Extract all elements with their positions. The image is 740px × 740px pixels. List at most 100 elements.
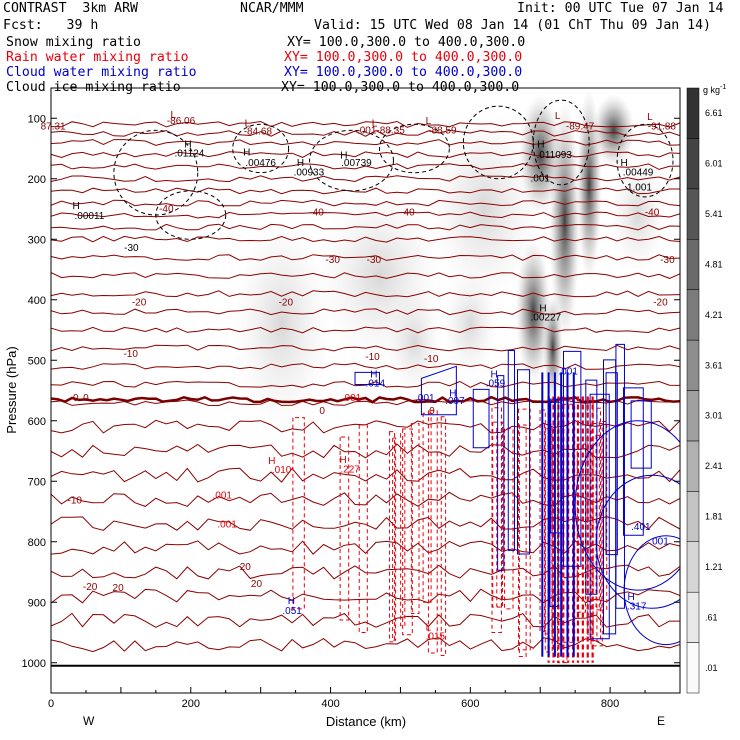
- isotherm-13: [51, 290, 680, 298]
- contour-label-72: .051: [282, 606, 302, 617]
- rain-contour-14: [440, 416, 447, 657]
- temperature-isotherms: [51, 120, 680, 653]
- field-cloudwater-xy: XY= 100.0,300.0 to 400.0,300.0: [284, 65, 523, 80]
- rain-contour-3: [339, 436, 350, 621]
- cloudwater-contour-12: [605, 372, 618, 556]
- x-axis-label: Distance (km): [326, 714, 406, 729]
- y-tick-label-200: 200: [28, 174, 46, 186]
- isotherm-9: [51, 223, 680, 231]
- isotherm-27: [51, 588, 680, 604]
- contour-label-51: 0: [83, 393, 89, 404]
- colorbar-level-6: [686, 339, 700, 391]
- ice-contour-3: [378, 123, 450, 174]
- contour-label-67: 20: [240, 562, 252, 573]
- contour-label-28: .00011: [75, 211, 105, 222]
- rain-contour-25: [518, 424, 527, 658]
- colorbar-level-1: [686, 591, 700, 643]
- contour-label-1: -86.06: [167, 116, 196, 127]
- rain-contour-0: [576, 443, 586, 613]
- contour-label-21: H: [537, 140, 544, 151]
- cloudwater-contour-1: [585, 379, 598, 595]
- y-tick-label-500: 500: [28, 355, 46, 367]
- isotherm-15: [51, 326, 680, 334]
- contour-label-2: 87.31: [41, 122, 66, 133]
- cloudwater-contour-10: [562, 350, 582, 567]
- contour-label-46: H: [370, 370, 377, 381]
- rain-contour-16: [389, 431, 396, 643]
- contour-label-25: .00449: [623, 167, 654, 178]
- contour-label-8: -88.59: [428, 126, 457, 137]
- rain-contour-20: [402, 428, 413, 636]
- cloudwater-contour-13: [630, 400, 652, 469]
- snow-shading: [232, 88, 667, 433]
- contour-label-54: H: [449, 388, 456, 399]
- contour-label-59: .010: [272, 465, 292, 476]
- ice-contour-4: [462, 105, 534, 180]
- contour-label-66: .001: [649, 537, 669, 548]
- contour-label-15: H: [243, 148, 250, 159]
- contour-label-42: -10: [123, 349, 138, 360]
- rain-contour-12: [598, 420, 608, 611]
- cloudwater-loop-2: [574, 420, 680, 591]
- colorbar-tick-10: 6.01: [705, 159, 723, 169]
- contour-label-36: -30: [660, 255, 675, 266]
- contour-label-65: .401: [631, 522, 651, 533]
- colorbar-tick-7: 4.21: [705, 310, 723, 320]
- isotherm-17: [51, 362, 680, 370]
- cloudwater-contour-4: [472, 388, 490, 449]
- colorbar-level-0: [686, 642, 700, 694]
- x-end-west: W: [83, 714, 95, 728]
- colorbar-tick-0: .01: [705, 663, 718, 673]
- contour-label-64: .001: [217, 520, 237, 531]
- contour-label-39: -20: [653, 298, 668, 309]
- contour-label-0: L: [171, 110, 177, 121]
- contour-label-62: .001: [212, 491, 232, 502]
- field-snow-xy: XY= 100.0,300.0 to 400.0,300.0: [287, 35, 526, 50]
- contour-label-4: -84.68: [244, 126, 273, 137]
- snow-shade-blob-4: [549, 100, 581, 343]
- colorbar-tick-4: 2.41: [705, 461, 723, 471]
- isotherm-5: [51, 175, 680, 183]
- y-tick-label-800: 800: [28, 537, 46, 549]
- contour-label-49: .059: [486, 379, 506, 390]
- contour-label-18: .00739: [341, 158, 372, 169]
- contour-label-75: L: [426, 622, 432, 633]
- contour-label-68: -20: [83, 582, 98, 593]
- ice-contour-1: [232, 123, 290, 174]
- contour-label-29: -40: [159, 204, 174, 215]
- rain-contour-19: [561, 403, 576, 643]
- snow-shade-blob-10: [386, 287, 443, 397]
- model-title: CONTRAST 3km ARW: [3, 1, 138, 16]
- cloudwater-contour-8: [589, 393, 610, 640]
- isotherm-18: [51, 380, 680, 388]
- contour-label-56: 0: [319, 406, 325, 417]
- isotherm-2: [51, 138, 680, 146]
- rain-contour-17: [427, 409, 438, 654]
- isotherm-19: [51, 399, 680, 407]
- contour-label-13: H: [184, 140, 191, 151]
- isotherm-7: [51, 199, 680, 207]
- colorbar-tick-11: 6.61: [705, 108, 723, 118]
- contour-label-34: -30: [325, 255, 340, 266]
- contour-label-52: .001: [342, 393, 362, 404]
- rain-contour-27: [422, 412, 432, 603]
- snow-shade-blob-11: [442, 269, 499, 379]
- isotherm-29: [51, 637, 680, 653]
- contour-label-69: 20: [113, 583, 125, 594]
- colorbar-tick-1: .61: [705, 612, 718, 622]
- forecast-hour: Fcst: 39 h: [3, 18, 99, 33]
- contour-label-44: -10: [424, 354, 439, 365]
- contour-label-3: L: [245, 118, 251, 129]
- contour-label-37: -20: [132, 298, 147, 309]
- contour-label-43: -10: [365, 352, 380, 363]
- contour-label-20: .00933: [294, 167, 325, 178]
- contour-label-45: .001: [558, 367, 578, 378]
- colorbar-level-9: [686, 188, 700, 240]
- y-tick-label-300: 300: [28, 234, 46, 246]
- contour-label-33: -30: [124, 243, 139, 254]
- contour-label-23: .001: [530, 174, 550, 185]
- contour-label-63: -10: [68, 495, 83, 506]
- ice-contour-2: [309, 129, 394, 192]
